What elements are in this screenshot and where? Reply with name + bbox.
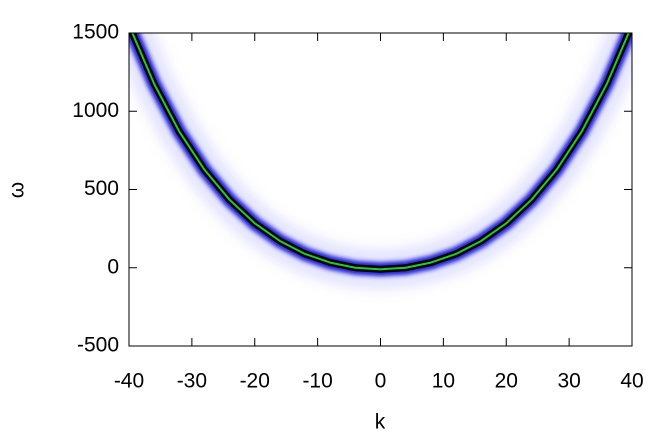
x-tick-label: -20	[240, 370, 270, 393]
y-tick-label: -500	[77, 334, 119, 357]
plot-area	[129, 33, 632, 290]
y-axis-label: ω	[6, 182, 29, 198]
line	[131, 33, 630, 271]
x-tick-label: 0	[375, 370, 387, 393]
x-tick-label: 40	[620, 370, 643, 393]
y-tick-label: 0	[107, 255, 119, 278]
y-tick-label: 500	[84, 177, 119, 200]
y-tick-label: 1500	[72, 21, 119, 44]
x-tick-label: 30	[557, 370, 580, 393]
spectral-haze	[129, 33, 632, 290]
x-tick-label: 20	[495, 370, 518, 393]
x-tick-label: -10	[302, 370, 332, 393]
x-tick-label: 10	[432, 370, 455, 393]
x-axis-label: k	[375, 411, 386, 434]
y-tick-label: 1000	[72, 99, 119, 122]
x-tick-label: -30	[177, 370, 207, 393]
x-tick-label: -40	[114, 370, 144, 393]
